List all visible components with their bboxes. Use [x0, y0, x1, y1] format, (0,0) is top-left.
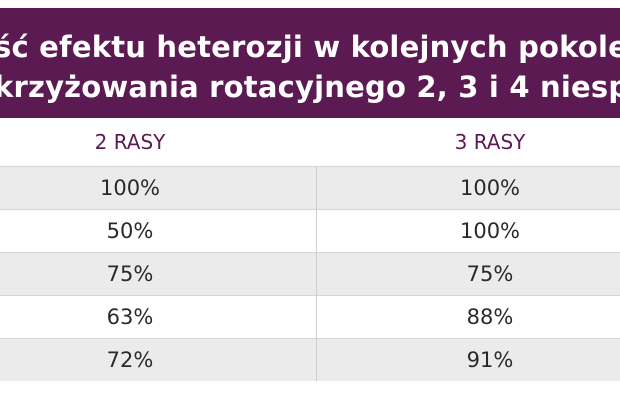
table-row: 72% 91% — [0, 338, 620, 381]
column-divider — [316, 166, 317, 381]
title-line-1: ść efektu heterozji w kolejnych pokoleni… — [0, 30, 620, 64]
cell-2-breeds: 75% — [106, 262, 154, 286]
cell-3-breeds: 100% — [459, 176, 521, 200]
cell-3-breeds: 91% — [466, 348, 514, 372]
column-header-row: 2 RASY 3 RASY — [0, 118, 620, 166]
cell-2-breeds: 72% — [106, 348, 154, 372]
column-header-2-breeds: 2 RASY — [94, 130, 166, 154]
table-row: 63% 88% — [0, 295, 620, 338]
heterosis-table: 2 RASY 3 RASY 100% 100% 50% 100% 75% 75%… — [0, 118, 620, 381]
title-line-2: krzyżowania rotacyjnego 2, 3 i 4 niespok… — [0, 70, 620, 104]
table-row: 100% 100% — [0, 166, 620, 209]
cell-2-breeds: 100% — [99, 176, 161, 200]
table-row: 50% 100% — [0, 209, 620, 252]
cell-3-breeds: 88% — [466, 305, 514, 329]
cell-3-breeds: 75% — [466, 262, 514, 286]
cell-2-breeds: 50% — [106, 219, 154, 243]
cell-2-breeds: 63% — [106, 305, 154, 329]
table-title-banner: ść efektu heterozji w kolejnych pokoleni… — [0, 8, 620, 118]
cell-3-breeds: 100% — [459, 219, 521, 243]
table-row: 75% 75% — [0, 252, 620, 295]
column-header-3-breeds: 3 RASY — [454, 130, 526, 154]
